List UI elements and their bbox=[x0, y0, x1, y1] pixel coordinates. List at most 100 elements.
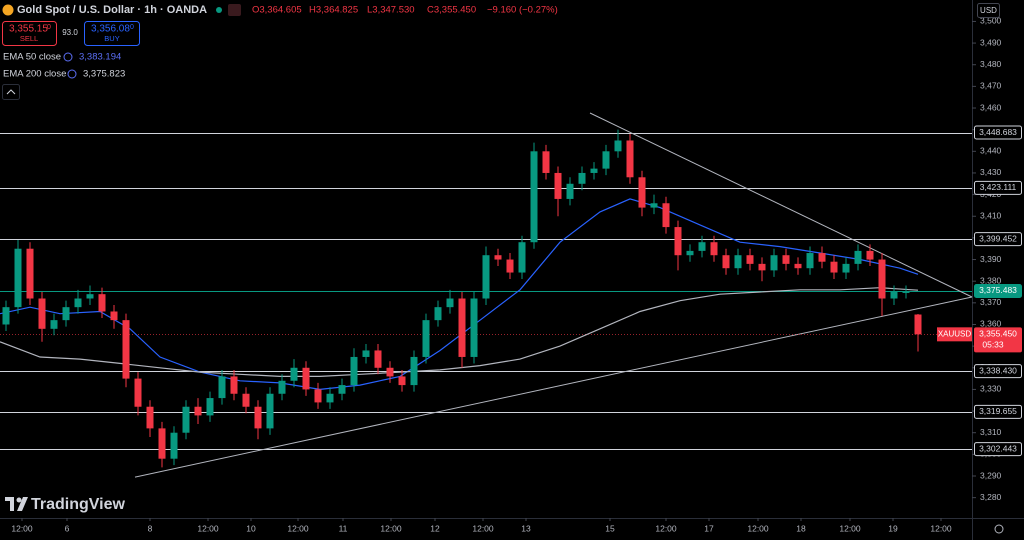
candle-body bbox=[602, 151, 610, 169]
candle-body bbox=[350, 356, 358, 386]
candle-body bbox=[2, 307, 10, 325]
level-label: 3,399.452 bbox=[979, 233, 1017, 243]
candle-body bbox=[842, 263, 850, 273]
y-tick-label: 3,380 bbox=[980, 275, 1002, 285]
brand-icon bbox=[16, 497, 22, 503]
sell-label: SELL bbox=[20, 34, 38, 43]
currency: USD bbox=[980, 6, 997, 15]
sell-button[interactable] bbox=[2, 21, 57, 46]
symbol-tag bbox=[937, 327, 972, 342]
symbol-title[interactable]: Gold Spot / U.S. Dollar · 1h · OANDA bbox=[17, 4, 207, 16]
y-tick-label: 3,330 bbox=[980, 384, 1002, 394]
y-tick-label: 3,290 bbox=[980, 470, 1002, 480]
x-tick-label: 10 bbox=[246, 523, 256, 533]
candle-body bbox=[482, 255, 490, 299]
level-label-box bbox=[974, 232, 1022, 247]
candle-body bbox=[554, 172, 562, 199]
x-tick-label: 6 bbox=[65, 523, 70, 533]
candle-body bbox=[530, 151, 538, 243]
candle-body bbox=[338, 385, 346, 394]
candle-body bbox=[662, 203, 670, 228]
candle-body bbox=[614, 140, 622, 152]
candle-body bbox=[86, 294, 94, 299]
y-tick-label: 3,410 bbox=[980, 210, 1002, 220]
status-badge bbox=[228, 4, 241, 16]
buy-pip: 0 bbox=[130, 24, 134, 31]
buy-label: BUY bbox=[104, 34, 119, 43]
x-tick-label: 12:00 bbox=[655, 523, 677, 533]
candle-body bbox=[410, 356, 418, 386]
level-label-box bbox=[974, 180, 1022, 195]
settings-icon[interactable] bbox=[994, 524, 1004, 534]
currency-box[interactable] bbox=[977, 3, 1000, 18]
ohlc-low: L3,347.530 bbox=[367, 5, 415, 16]
collapse-icon bbox=[6, 89, 16, 95]
candle-body bbox=[422, 320, 430, 357]
symbol-tag-text: XAUUSD bbox=[938, 329, 972, 338]
candle-body bbox=[782, 255, 790, 264]
level-label-box bbox=[974, 283, 1022, 298]
x-tick-label: 17 bbox=[704, 523, 714, 533]
overlay: Gold Spot / U.S. Dollar · 1h · OANDA O3,… bbox=[2, 3, 1004, 534]
y-tick-label: 3,480 bbox=[980, 59, 1002, 69]
y-tick-label: 3,440 bbox=[980, 146, 1002, 156]
legend-value: 3,383.194 bbox=[79, 52, 121, 63]
candle-body bbox=[698, 242, 706, 251]
candle-body bbox=[710, 242, 718, 256]
level-label: 3,448.683 bbox=[979, 127, 1017, 137]
candle-body bbox=[62, 307, 70, 321]
x-tick-label: 15 bbox=[605, 523, 615, 533]
candle-body bbox=[290, 367, 298, 381]
price-tag-text: 3,355.450 bbox=[979, 329, 1017, 339]
spread: 93.0 bbox=[62, 28, 78, 37]
candle-body bbox=[650, 203, 658, 208]
market-status bbox=[216, 7, 222, 13]
level-label: 3,375.483 bbox=[979, 285, 1017, 295]
y-tick-label: 3,490 bbox=[980, 37, 1002, 47]
x-tick-label: 8 bbox=[148, 523, 153, 533]
candle-body bbox=[278, 380, 286, 394]
legend-icon[interactable] bbox=[63, 52, 73, 62]
candle-body bbox=[230, 376, 238, 394]
x-tick-label: 12 bbox=[430, 523, 440, 533]
legend-label: EMA 50 close bbox=[3, 52, 61, 63]
level-label: 3,423.111 bbox=[980, 182, 1017, 192]
x-tick-label: 11 bbox=[339, 523, 348, 533]
candle-body bbox=[362, 350, 370, 357]
x-tick-label: 18 bbox=[796, 523, 806, 533]
candle-body bbox=[446, 298, 454, 308]
candle-body bbox=[734, 255, 742, 269]
trendline bbox=[134, 296, 973, 478]
candle-body bbox=[242, 393, 250, 407]
y-tick-label: 3,460 bbox=[980, 102, 1002, 112]
candle-body bbox=[314, 389, 322, 403]
candle-body bbox=[506, 259, 514, 273]
level-label: 3,338.430 bbox=[979, 365, 1017, 375]
x-tick-label: 12:00 bbox=[747, 523, 769, 533]
candle-body bbox=[206, 398, 214, 416]
candle-body bbox=[830, 261, 838, 273]
candle-body bbox=[110, 311, 118, 321]
candle-body bbox=[590, 168, 598, 173]
candle-body bbox=[302, 367, 310, 390]
x-tick-label: 12:00 bbox=[472, 523, 494, 533]
candle-body bbox=[566, 183, 574, 199]
x-tick-label: 12:00 bbox=[287, 523, 309, 533]
y-tick-label: 3,430 bbox=[980, 167, 1002, 177]
sell-price: 3,355.15 bbox=[9, 24, 48, 35]
candle-body bbox=[494, 255, 502, 260]
x-tick-label: 13 bbox=[521, 523, 531, 533]
brand-icon bbox=[5, 497, 28, 511]
y-tick-label: 3,470 bbox=[980, 81, 1002, 91]
collapse-button[interactable] bbox=[2, 84, 20, 100]
candle-body bbox=[770, 255, 778, 271]
y-tick-label: 3,500 bbox=[980, 16, 1002, 26]
x-tick-label: 12:00 bbox=[930, 523, 952, 533]
legend-icon[interactable] bbox=[67, 69, 77, 79]
ohlc-close: C3,355.450 bbox=[427, 5, 476, 16]
candle-body bbox=[878, 259, 886, 299]
x-tick-label: 12:00 bbox=[839, 523, 861, 533]
buy-button[interactable] bbox=[84, 21, 140, 46]
candle-body bbox=[374, 350, 382, 368]
candle-body bbox=[386, 367, 394, 377]
